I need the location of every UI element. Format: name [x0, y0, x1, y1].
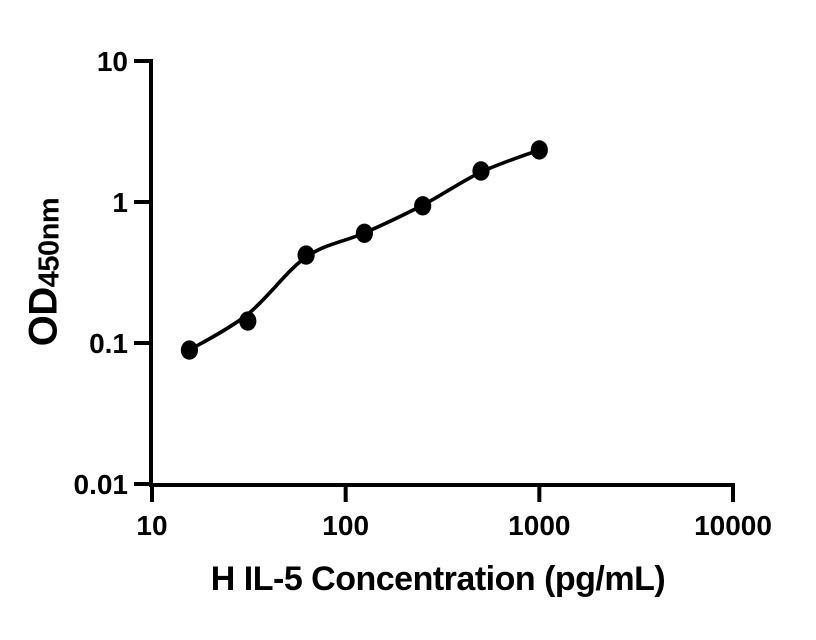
y-tick-label: 0.1	[89, 328, 128, 359]
y-tick-label: 1	[112, 187, 128, 218]
x-tick-label: 100	[322, 510, 369, 541]
x-axis-title: H IL-5 Concentration (pg/mL)	[210, 560, 666, 598]
data-point	[180, 340, 198, 360]
y-axis-title-subscript: 450nm	[33, 197, 66, 288]
x-tick-label: 10	[136, 510, 167, 541]
y-axis-title-main: OD	[21, 287, 66, 347]
y-axis-title: OD450nm	[22, 198, 67, 346]
data-point	[472, 161, 490, 181]
x-tick-label: 10000	[694, 510, 772, 541]
y-tick-label: 0.01	[74, 469, 129, 500]
data-point	[414, 196, 432, 216]
data-point	[530, 140, 548, 160]
data-point	[355, 223, 373, 243]
data-point	[297, 245, 315, 265]
x-tick-label: 1000	[508, 510, 570, 541]
y-tick-label: 10	[97, 46, 128, 77]
data-point	[239, 311, 257, 331]
